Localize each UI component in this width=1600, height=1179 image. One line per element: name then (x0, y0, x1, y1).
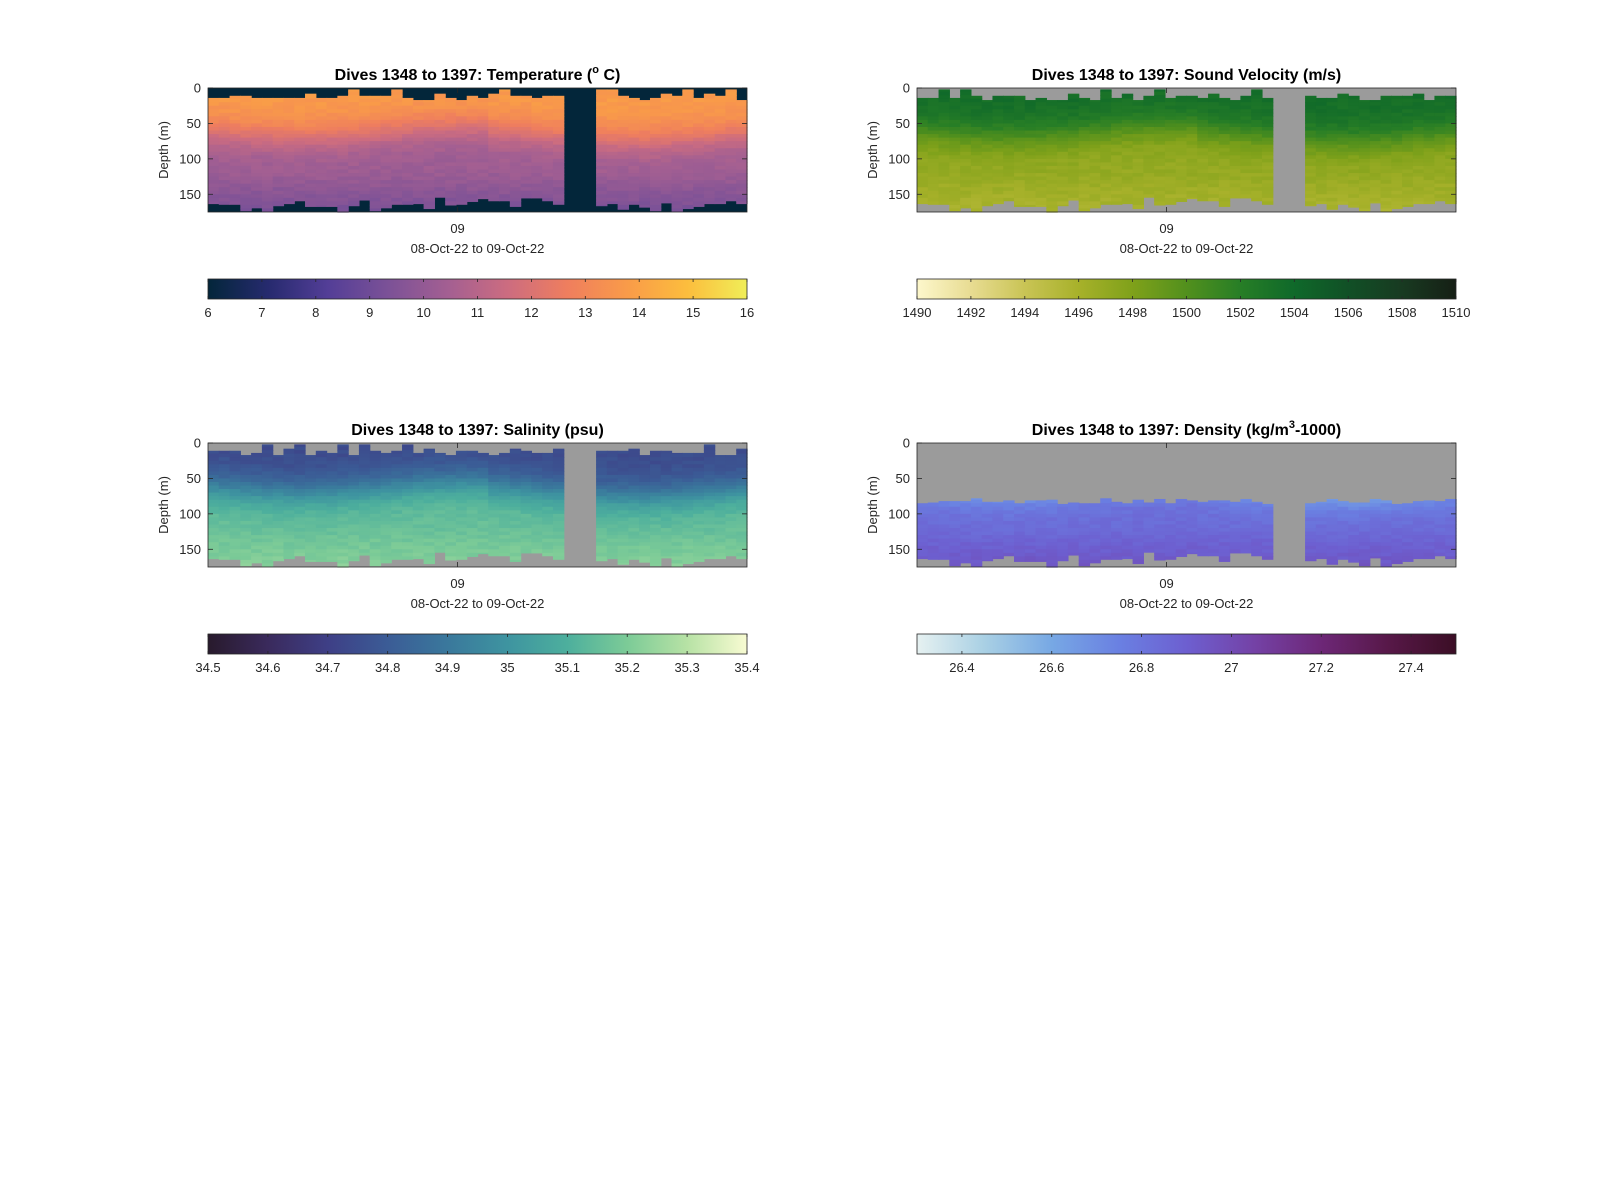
y-tick-label: 0 (194, 436, 201, 451)
colorbar-tick-label: 26.8 (1129, 660, 1154, 675)
colorbar-tick-label: 1496 (1064, 305, 1093, 320)
x-tick-label: 09 (450, 221, 464, 236)
axes-frame (916, 87, 1457, 213)
colorbar-tick-label: 1500 (1172, 305, 1201, 320)
colorbar (207, 633, 748, 655)
y-tick-label: 50 (896, 471, 910, 486)
y-tick-label: 100 (888, 506, 910, 521)
colorbar-tick-label: 7 (258, 305, 265, 320)
colorbar (916, 633, 1457, 655)
x-axis-label: 08-Oct-22 to 09-Oct-22 (1120, 596, 1254, 611)
colorbar-tick-label: 6 (204, 305, 211, 320)
y-axis-label: Depth (m) (156, 121, 171, 179)
colorbar-tick-label: 1508 (1388, 305, 1417, 320)
y-tick-label: 150 (888, 542, 910, 557)
colorbar-tick-label: 15 (686, 305, 700, 320)
chart-temp: 0 50 100 150 09 08-Oct-22 to 09-Oct-22 Depth (… (156, 64, 754, 320)
colorbar-tick-label: 1506 (1334, 305, 1363, 320)
y-tick-label: 100 (888, 151, 910, 166)
y-tick-label: 0 (903, 81, 910, 96)
chart-title: Dives 1348 to 1397: Sound Velocity (m/s) (1032, 67, 1341, 84)
y-axis-label: Depth (m) (865, 476, 880, 534)
colorbar-tick-label: 34.6 (255, 660, 280, 675)
x-axis-label: 08-Oct-22 to 09-Oct-22 (411, 596, 545, 611)
x-tick-label: 09 (1159, 576, 1173, 591)
heatmap-cells (917, 498, 1457, 568)
colorbar-tick-label: 35 (500, 660, 514, 675)
y-tick-label: 100 (179, 506, 201, 521)
x-tick-label: 09 (1159, 221, 1173, 236)
colorbar-tick-label: 1510 (1442, 305, 1471, 320)
x-axis-label: 08-Oct-22 to 09-Oct-22 (411, 241, 545, 256)
y-tick-label: 0 (903, 436, 910, 451)
colorbar-tick-label: 8 (312, 305, 319, 320)
chart-title: Dives 1348 to 1397: Salinity (psu) (351, 422, 604, 439)
heatmap-cells (208, 89, 748, 213)
colorbar-tick-label: 9 (366, 305, 373, 320)
y-tick-label: 50 (187, 471, 201, 486)
y-axis-label: Depth (m) (156, 476, 171, 534)
colorbar-tick-label: 34.9 (435, 660, 460, 675)
colorbar-tick-label: 27.4 (1398, 660, 1423, 675)
x-axis-label: 08-Oct-22 to 09-Oct-22 (1120, 241, 1254, 256)
chart-sv: 0 50 100 150 09 08-Oct-22 to 09-Oct-22 Depth (… (865, 67, 1470, 320)
colorbar-tick-label: 35.2 (615, 660, 640, 675)
colorbar-tick-label: 14 (632, 305, 646, 320)
colorbar-tick-label: 1498 (1118, 305, 1147, 320)
colorbar-tick-label: 35.3 (674, 660, 699, 675)
colorbar-tick-label: 1504 (1280, 305, 1309, 320)
colorbar-tick-label: 1492 (956, 305, 985, 320)
colorbar-tick-label: 27 (1224, 660, 1238, 675)
chart-den: 0 50 100 150 09 08-Oct-22 to 09-Oct-22 Depth (… (865, 419, 1457, 675)
colorbar-tick-label: 10 (416, 305, 430, 320)
chart-sal: 0 50 100 150 09 08-Oct-22 to 09-Oct-22 Depth (… (156, 422, 760, 675)
heatmap-cells (917, 89, 1457, 213)
colorbar-tick-label: 34.5 (195, 660, 220, 675)
x-tick-label: 09 (450, 576, 464, 591)
axes-frame (916, 442, 1457, 568)
y-tick-label: 150 (179, 187, 201, 202)
axes-frame (207, 87, 748, 213)
y-tick-label: 150 (888, 187, 910, 202)
colorbar-tick-label: 34.7 (315, 660, 340, 675)
colorbar-tick-label: 16 (740, 305, 754, 320)
colorbar-tick-label: 12 (524, 305, 538, 320)
colorbar-tick-label: 35.4 (734, 660, 759, 675)
colorbar-tick-label: 13 (578, 305, 592, 320)
chart-title: Dives 1348 to 1397: Density (kg/m3-1000) (1032, 419, 1341, 439)
heatmap-cells (208, 444, 748, 568)
colorbar-tick-label: 34.8 (375, 660, 400, 675)
colorbar-tick-label: 26.6 (1039, 660, 1064, 675)
colorbar-tick-label: 1490 (903, 305, 932, 320)
y-tick-label: 100 (179, 151, 201, 166)
y-tick-label: 50 (187, 116, 201, 131)
colorbar-tick-label: 27.2 (1309, 660, 1334, 675)
colorbar-tick-label: 35.1 (555, 660, 580, 675)
y-tick-label: 150 (179, 542, 201, 557)
y-tick-label: 0 (194, 81, 201, 96)
y-tick-label: 50 (896, 116, 910, 131)
chart-title: Dives 1348 to 1397: Temperature (o C) (335, 64, 621, 84)
colorbar-tick-label: 11 (471, 305, 485, 320)
y-axis-label: Depth (m) (865, 121, 880, 179)
colorbar-tick-label: 1502 (1226, 305, 1255, 320)
colorbar-tick-label: 26.4 (949, 660, 974, 675)
colorbar-tick-label: 1494 (1010, 305, 1039, 320)
axes-frame (207, 442, 748, 568)
